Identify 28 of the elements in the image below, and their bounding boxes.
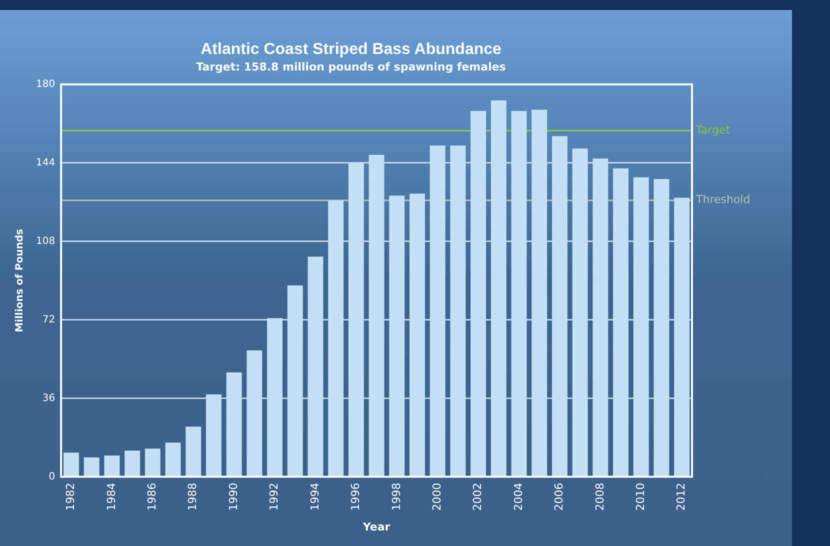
y-tick-label: 108 (36, 236, 56, 247)
x-tick-label: 1984 (104, 482, 118, 511)
x-tick-label: 1994 (308, 482, 322, 511)
y-tick-label: 144 (36, 157, 56, 168)
y-axis-title: Millions of Pounds (14, 228, 26, 332)
chart-title: Atlantic Coast Striped Bass Abundance (200, 41, 502, 58)
x-tick-label: 2008 (593, 482, 606, 511)
x-tick-label: 1998 (390, 482, 403, 511)
chart-subtitle: Target: 158.8 million pounds of spawning females (196, 60, 506, 74)
x-tick-label: 2002 (471, 482, 484, 511)
y-tick-label: 180 (36, 78, 56, 90)
x-tick-label: 2006 (552, 482, 566, 511)
x-tick-label: 1986 (146, 482, 159, 511)
ref-line-label: Threshold (695, 193, 750, 206)
x-tick-label: 1996 (349, 482, 362, 511)
ref-line-label: Target (695, 123, 731, 136)
x-tick-label: 2012 (674, 482, 688, 511)
x-tick-label: 1988 (186, 482, 200, 511)
y-tick-label: 36 (42, 392, 56, 404)
x-tick-label: 2000 (430, 482, 444, 511)
y-tick-label: 0 (48, 471, 56, 482)
x-tick-label: 1992 (268, 482, 281, 511)
x-axis-title: Year (362, 520, 391, 534)
y-tick-label: 72 (42, 314, 56, 326)
x-tick-label: 1990 (226, 482, 240, 511)
x-tick-label: 1982 (64, 482, 78, 511)
x-tick-label: 2010 (634, 482, 647, 511)
x-tick-label: 2004 (512, 482, 525, 511)
